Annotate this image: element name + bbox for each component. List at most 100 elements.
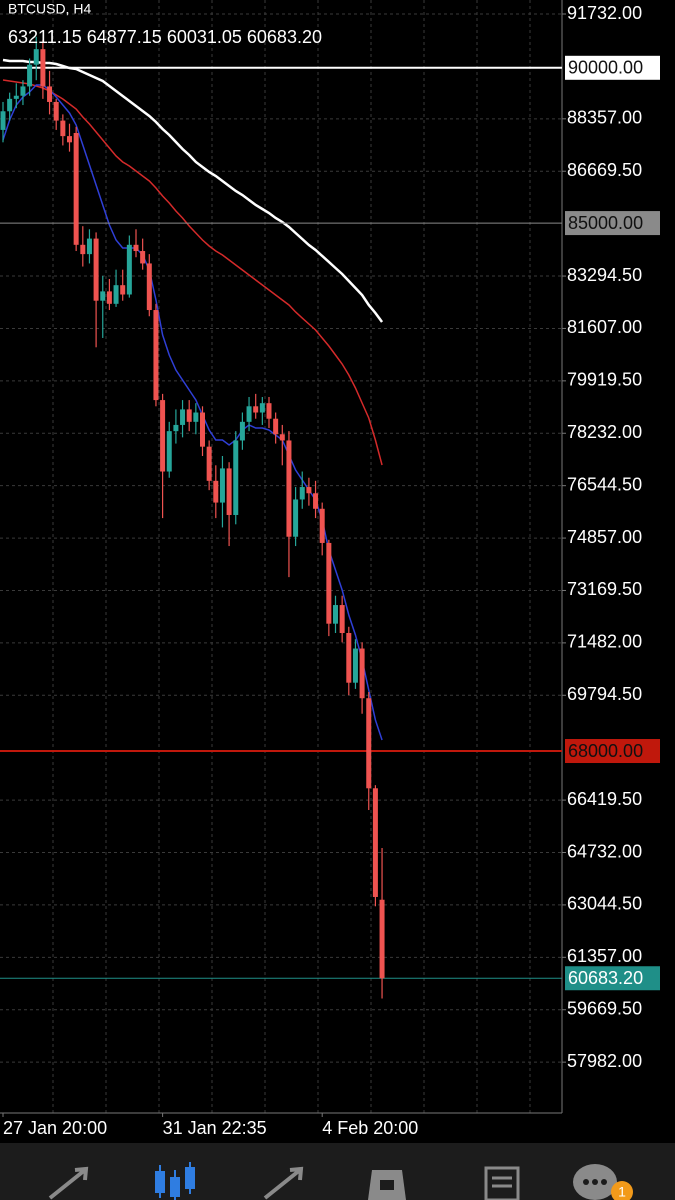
y-tick-label: 88357.00	[567, 108, 642, 128]
y-tick-label: 78232.00	[567, 422, 642, 442]
badge: 1	[618, 1184, 626, 1200]
candle-body	[120, 285, 126, 295]
candle-body	[346, 633, 352, 683]
candle-body	[213, 480, 219, 503]
bottom-nav: 1	[0, 1143, 675, 1200]
ma-line	[2, 79, 383, 466]
plot: 91732.00 88357.00 86669.50 83294.50 81607.00…	[0, 0, 660, 1138]
price-label: 60683.20	[568, 968, 643, 988]
candle-body	[286, 440, 292, 537]
candle-body	[233, 440, 239, 515]
candle-body	[246, 406, 252, 422]
nav-trade[interactable]	[263, 1166, 304, 1200]
y-tick-label: 69794.50	[567, 684, 642, 704]
y-tick-label: 74857.00	[567, 527, 642, 547]
y-tick-label: 64732.00	[567, 841, 642, 861]
candle-body	[299, 487, 305, 500]
candle-body	[40, 49, 46, 87]
symbol: BTCUSD, H4	[8, 1, 91, 17]
y-tick-label: 81607.00	[567, 317, 642, 337]
candle-body	[372, 788, 378, 897]
y-tick-label: 59669.50	[567, 998, 642, 1018]
y-tick-label: 79919.50	[567, 370, 642, 390]
candle-body	[126, 244, 132, 295]
candle-body	[166, 431, 172, 472]
candle-body	[27, 64, 33, 87]
candle-body	[273, 418, 279, 435]
candle-body	[140, 251, 146, 264]
candle-body	[306, 487, 312, 494]
price-label: 90000.00	[568, 58, 643, 78]
candle-body	[319, 508, 325, 543]
candle-body	[0, 111, 6, 130]
ma-line	[2, 58, 384, 323]
candle-body	[153, 310, 159, 401]
candle-body	[226, 468, 232, 515]
candle-body	[113, 285, 119, 304]
candle-body	[73, 133, 79, 245]
candle-body	[53, 101, 59, 121]
candle-body	[33, 49, 39, 65]
candle-body	[106, 291, 112, 304]
y-tick-label: 91732.00	[567, 3, 642, 23]
candle-body	[239, 421, 245, 441]
candle-body	[100, 291, 106, 301]
candle-body	[160, 400, 166, 472]
x-tick-label: 4 Feb 20:00	[322, 1118, 418, 1138]
y-tick-label: 57982.00	[567, 1051, 642, 1071]
candle-body	[86, 238, 92, 255]
candle-body	[219, 468, 225, 503]
ohlc: 63211.15 64877.15 60031.05 60683.20	[8, 27, 322, 47]
price-label-box	[565, 739, 660, 764]
candle-body	[80, 244, 86, 255]
candle-body	[173, 424, 179, 432]
candle-body	[366, 698, 372, 789]
y-tick-label: 61357.00	[567, 946, 642, 966]
price-label-box	[565, 211, 660, 236]
badge-bg	[611, 1181, 633, 1200]
candle-body	[133, 244, 139, 252]
ma-line	[2, 84, 383, 741]
y-tick-label: 73169.50	[567, 579, 642, 599]
candle-body	[313, 493, 319, 509]
x-tick-label: 31 Jan 22:35	[163, 1118, 267, 1138]
candle-body	[93, 238, 99, 301]
candle-body	[146, 263, 152, 311]
nav-quotes[interactable]	[48, 1166, 89, 1200]
y-tick-label: 86669.50	[567, 160, 642, 180]
price-label: 68000.00	[568, 741, 643, 761]
y-tick-label: 63044.50	[567, 894, 642, 914]
candle-body	[60, 120, 66, 137]
candle-body	[206, 446, 212, 481]
candle-body	[7, 98, 13, 112]
y-tick-label: 76544.50	[567, 474, 642, 494]
candle-body	[266, 403, 272, 419]
candle-body	[293, 499, 299, 537]
nav-messages[interactable]: 1	[573, 1164, 633, 1200]
nav-news[interactable]	[484, 1166, 520, 1200]
nav-history[interactable]	[368, 1170, 406, 1200]
price-label-box	[565, 966, 660, 991]
price-label: 85000.00	[568, 213, 643, 233]
candle-body	[20, 86, 26, 96]
candle-body	[379, 899, 385, 979]
candle-body	[339, 605, 345, 634]
candle-body	[193, 412, 199, 422]
nav-bar	[0, 1143, 675, 1200]
price-label-box	[565, 55, 660, 80]
candle-body	[200, 412, 205, 447]
candle-body	[326, 542, 332, 624]
candle-body	[13, 95, 19, 99]
candle-body	[352, 648, 358, 683]
y-tick-label: 66419.50	[567, 789, 642, 809]
candle-body	[359, 648, 365, 699]
candle-body	[180, 409, 186, 425]
y-tick-label: 71482.00	[567, 632, 642, 652]
candle-body	[253, 406, 259, 413]
candle-body	[279, 434, 285, 441]
y-tick-label: 83294.50	[567, 265, 642, 285]
nav-chart[interactable]	[155, 1162, 195, 1200]
candle-body	[67, 136, 72, 143]
